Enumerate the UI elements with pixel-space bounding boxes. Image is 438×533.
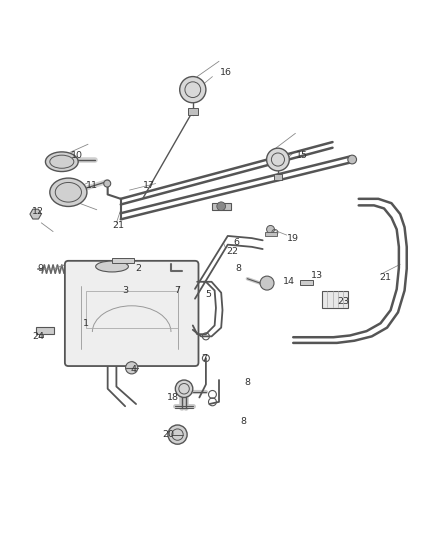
Text: 21: 21 <box>379 273 391 282</box>
FancyBboxPatch shape <box>65 261 198 366</box>
Text: 9: 9 <box>37 264 43 273</box>
Text: 2: 2 <box>135 264 141 273</box>
Circle shape <box>267 225 275 233</box>
Bar <box>321 290 348 308</box>
Text: 22: 22 <box>226 247 238 256</box>
Text: 16: 16 <box>219 68 232 77</box>
Text: 11: 11 <box>86 181 99 190</box>
Text: 18: 18 <box>167 393 179 402</box>
Bar <box>86 290 177 328</box>
Text: 23: 23 <box>337 297 350 306</box>
Text: 15: 15 <box>296 151 308 160</box>
Circle shape <box>267 148 289 171</box>
Circle shape <box>175 380 193 398</box>
Circle shape <box>168 425 187 444</box>
Text: 14: 14 <box>283 277 295 286</box>
Circle shape <box>180 77 206 103</box>
Text: 7: 7 <box>174 286 180 295</box>
Polygon shape <box>30 209 41 219</box>
Text: 3: 3 <box>122 286 128 295</box>
Text: 8: 8 <box>244 378 251 387</box>
Bar <box>300 280 313 285</box>
Text: 10: 10 <box>71 151 83 160</box>
Circle shape <box>217 202 226 211</box>
Bar <box>35 327 54 334</box>
Circle shape <box>348 155 357 164</box>
Text: 21: 21 <box>113 221 124 230</box>
Text: 20: 20 <box>163 430 175 439</box>
Text: 5: 5 <box>205 290 211 300</box>
Ellipse shape <box>50 178 87 206</box>
Text: 8: 8 <box>240 417 246 426</box>
Text: 7: 7 <box>201 354 207 362</box>
Text: 6: 6 <box>233 238 240 247</box>
Text: 1: 1 <box>83 319 89 328</box>
Circle shape <box>104 180 111 187</box>
Bar <box>187 108 198 115</box>
Text: 4: 4 <box>131 365 137 374</box>
Circle shape <box>126 362 138 374</box>
Text: 12: 12 <box>32 207 44 216</box>
Ellipse shape <box>46 152 78 172</box>
Bar <box>274 174 283 181</box>
Ellipse shape <box>95 261 128 272</box>
Bar <box>212 203 231 210</box>
Text: 19: 19 <box>287 233 299 243</box>
Bar <box>112 258 134 263</box>
Bar <box>265 231 277 236</box>
Circle shape <box>260 276 274 290</box>
Text: 24: 24 <box>32 332 44 341</box>
Text: 8: 8 <box>236 264 242 273</box>
Text: 17: 17 <box>143 181 155 190</box>
Bar <box>39 334 43 337</box>
Text: 13: 13 <box>311 271 323 280</box>
